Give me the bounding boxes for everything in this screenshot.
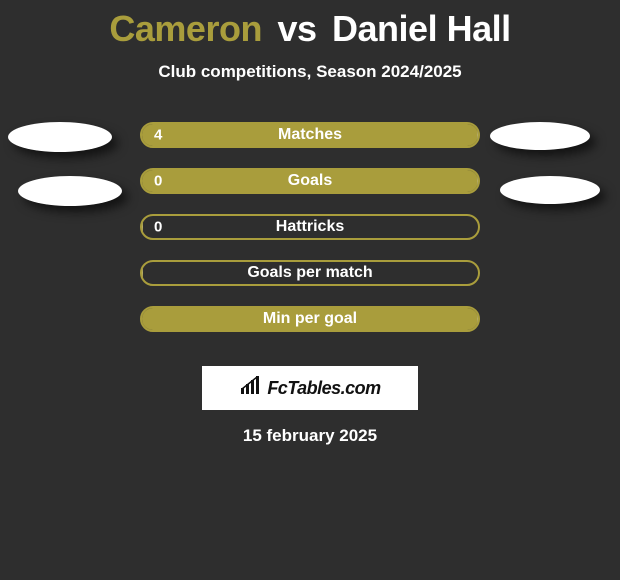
decorative-ellipse	[8, 122, 112, 152]
stat-row: Min per goal	[0, 306, 620, 352]
stat-label: Hattricks	[276, 218, 344, 236]
decorative-ellipse	[500, 176, 600, 204]
player1-name: Cameron	[109, 8, 262, 49]
logo-text: FcTables.com	[267, 378, 380, 399]
bar-chart-icon	[239, 376, 261, 401]
stat-label: Min per goal	[263, 310, 357, 328]
stat-label: Matches	[278, 126, 342, 144]
logo-box: FcTables.com	[202, 366, 418, 410]
date-text: 15 february 2025	[0, 426, 620, 446]
stat-bar: 4 Matches	[140, 122, 480, 148]
stat-bar: Min per goal	[140, 306, 480, 332]
decorative-ellipse	[18, 176, 122, 206]
stat-row: Goals per match	[0, 260, 620, 306]
stat-label: Goals per match	[247, 264, 372, 282]
stat-bar: 0 Hattricks	[140, 214, 480, 240]
stat-left-value: 0	[154, 173, 162, 190]
stat-bar: Goals per match	[140, 260, 480, 286]
stat-bar: 0 Goals	[140, 168, 480, 194]
stat-left-value: 0	[154, 219, 162, 236]
player2-name: Daniel Hall	[332, 8, 511, 49]
decorative-ellipse	[490, 122, 590, 150]
stat-bar-fill	[142, 262, 143, 284]
stat-left-value: 4	[154, 127, 162, 144]
stat-bar-fill	[142, 216, 143, 238]
title-wrap: Cameron vs Daniel Hall	[0, 0, 620, 50]
vs-text: vs	[277, 8, 316, 49]
stat-label: Goals	[288, 172, 332, 190]
comparison-rows: 4 Matches 0 Goals 0 Hattricks Goals per match M…	[0, 122, 620, 352]
subtitle: Club competitions, Season 2024/2025	[0, 62, 620, 82]
stat-row: 0 Hattricks	[0, 214, 620, 260]
page-title: Cameron vs Daniel Hall	[109, 8, 510, 50]
